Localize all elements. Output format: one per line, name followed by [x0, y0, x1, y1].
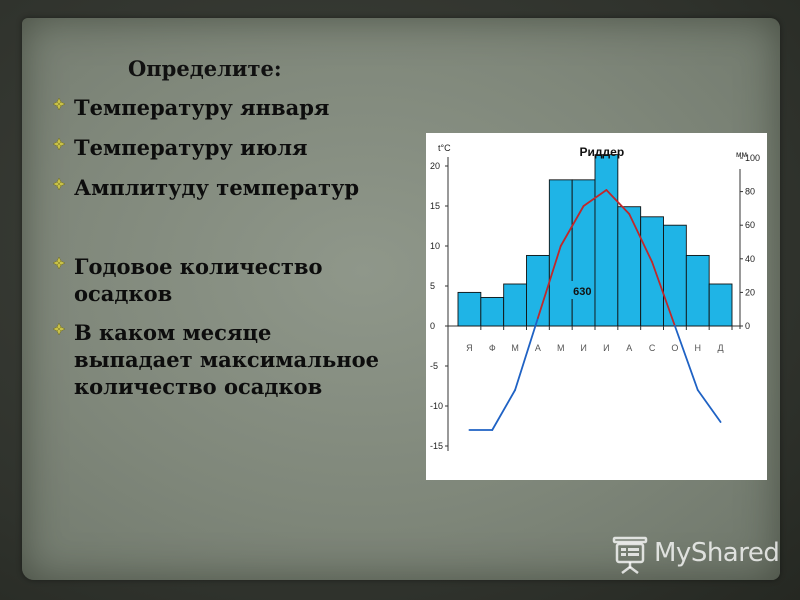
bullet-text: Температуру июля [74, 135, 308, 160]
temperature-segment [582, 189, 608, 207]
temperature-segment [696, 389, 722, 423]
bullet-item: Годовое количество осадков [50, 253, 380, 307]
climatogram-chart: t°С мм 20 15 10 5 0 -5 -10 -15 100 80 60 40 20 0 Я Ф М А М И И… [426, 133, 767, 480]
month-label: М [557, 343, 565, 353]
right-tick-label: 60 [745, 220, 755, 230]
month-label: А [535, 343, 541, 353]
temperature-segment [537, 245, 562, 319]
diamond-bullet-icon [52, 177, 66, 191]
precip-bar [594, 154, 619, 327]
slide-heading: Определите: [128, 56, 282, 81]
temperature-segment [491, 389, 516, 431]
diamond-bullet-icon [52, 256, 66, 270]
month-label: Д [718, 343, 724, 353]
temperature-segment [651, 261, 676, 327]
precip-bar [663, 224, 687, 327]
left-tick-label: -10 [430, 401, 443, 411]
month-label: Ф [489, 343, 496, 353]
right-tick-label: 100 [745, 153, 760, 163]
precip-bar [640, 216, 664, 327]
precip-bar [571, 179, 596, 327]
precip-bar [457, 291, 482, 327]
temperature-segment [514, 317, 539, 391]
bullet-item: Температуру июля [50, 134, 380, 161]
chart-canvas: t°С мм 20 15 10 5 0 -5 -10 -15 100 80 60 40 20 0 Я Ф М А М И И… [430, 143, 760, 451]
left-axis-label: t°С [438, 143, 451, 153]
temperature-segment [628, 213, 653, 263]
bullet-item: В каком месяце выпадает максимальное кол… [50, 319, 380, 400]
chart-title: Риддер [580, 145, 625, 159]
left-tick-label: -15 [430, 441, 443, 451]
left-tick-label: 20 [430, 161, 440, 171]
precip-bar [503, 283, 527, 327]
bullet-list: Температуру января Температуру июля Ампл… [50, 94, 380, 400]
annotation-label: 630 [573, 286, 591, 298]
bullet-text: Температуру января [74, 95, 330, 120]
left-tick-label: -5 [430, 361, 438, 371]
left-tick-label: 15 [430, 201, 440, 211]
diamond-bullet-icon [52, 322, 66, 336]
month-label: Я [466, 343, 473, 353]
precip-bar [548, 179, 573, 327]
temperature-segment [674, 325, 699, 391]
left-tick-label: 0 [430, 321, 435, 331]
precip-bar [480, 296, 505, 327]
watermark-text: MyShared [654, 538, 780, 568]
right-tick-label: 80 [745, 187, 755, 197]
right-tick-label: 40 [745, 254, 755, 264]
watermark: MyShared [606, 534, 781, 578]
month-label: С [649, 343, 656, 353]
bullet-item: Температуру января [50, 94, 380, 121]
month-label: М [511, 343, 518, 353]
diamond-bullet-icon [52, 97, 66, 111]
bullet-text: Амплитуду температур [74, 175, 360, 200]
month-label: И [580, 343, 586, 353]
temperature-segment [605, 189, 631, 215]
right-axis-label: мм [736, 150, 747, 159]
left-tick-label: 5 [430, 281, 435, 291]
left-tick-label: 10 [430, 241, 440, 251]
month-label: А [626, 343, 632, 353]
precip-bar [708, 283, 733, 327]
right-tick-label: 20 [745, 287, 755, 297]
temperature-segment [559, 205, 585, 247]
bullet-item: Амплитуду температур [50, 174, 380, 201]
projector-screen-icon [612, 536, 648, 574]
month-label: И [603, 343, 609, 353]
bullet-text: В каком месяце выпадает максимальное кол… [74, 320, 379, 399]
right-tick-label: 0 [745, 321, 750, 331]
month-label: Н [695, 343, 702, 353]
precip-bar [685, 254, 710, 327]
diamond-bullet-icon [52, 137, 66, 151]
month-label: О [671, 343, 678, 353]
annotation-box [571, 281, 594, 299]
precip-bar [617, 206, 642, 327]
bullet-text: Годовое количество осадков [74, 254, 323, 306]
